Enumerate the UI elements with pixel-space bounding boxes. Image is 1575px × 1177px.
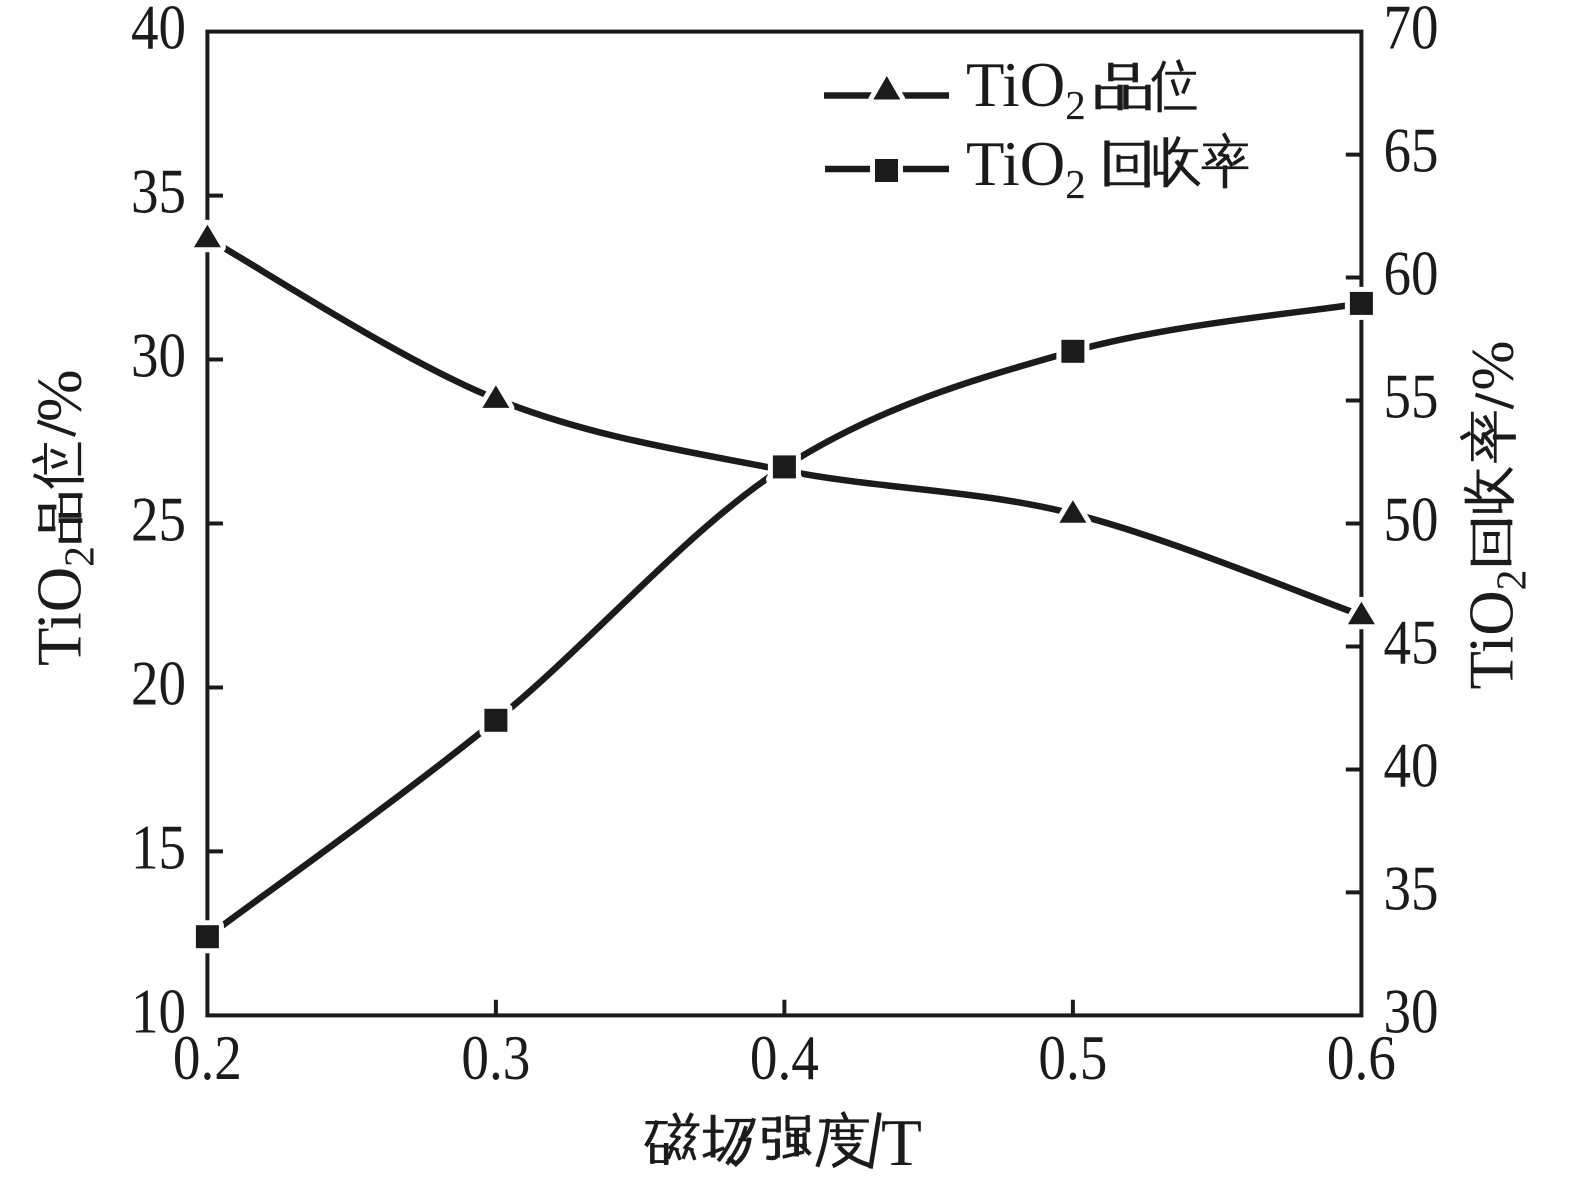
svg-text:50: 50 <box>1384 485 1439 555</box>
svg-text:TiO: TiO <box>1457 590 1527 689</box>
svg-text:TiO: TiO <box>966 129 1065 199</box>
svg-text:40: 40 <box>131 0 186 63</box>
svg-text:2: 2 <box>1490 570 1536 591</box>
svg-text:0.6: 0.6 <box>1327 1023 1396 1093</box>
svg-text:35: 35 <box>1384 853 1439 923</box>
svg-text:2: 2 <box>1065 82 1086 128</box>
svg-text:0.5: 0.5 <box>1038 1023 1107 1093</box>
svg-text:65: 65 <box>1384 116 1439 186</box>
svg-text:70: 70 <box>1384 0 1439 63</box>
svg-text:15: 15 <box>131 812 186 882</box>
svg-text:45: 45 <box>1384 607 1439 677</box>
svg-text:TiO: TiO <box>966 50 1065 120</box>
svg-text:2: 2 <box>58 546 104 567</box>
svg-text:60: 60 <box>1384 239 1439 309</box>
svg-text:10: 10 <box>131 976 186 1046</box>
svg-text:%: % <box>25 370 95 422</box>
svg-text:35: 35 <box>131 157 186 227</box>
svg-text:30: 30 <box>1384 976 1439 1046</box>
svg-text:2: 2 <box>1065 161 1086 207</box>
svg-text:T: T <box>881 1106 922 1177</box>
svg-text:40: 40 <box>1384 730 1439 800</box>
svg-text:25: 25 <box>131 485 186 555</box>
svg-text:20: 20 <box>131 648 186 718</box>
svg-text:TiO: TiO <box>25 567 95 666</box>
svg-text:30: 30 <box>131 321 186 391</box>
svg-text:0.2: 0.2 <box>173 1023 242 1093</box>
svg-text:0.4: 0.4 <box>750 1023 819 1093</box>
svg-text:55: 55 <box>1384 362 1439 432</box>
svg-text:0.3: 0.3 <box>461 1023 530 1093</box>
svg-text:%: % <box>1460 341 1526 391</box>
